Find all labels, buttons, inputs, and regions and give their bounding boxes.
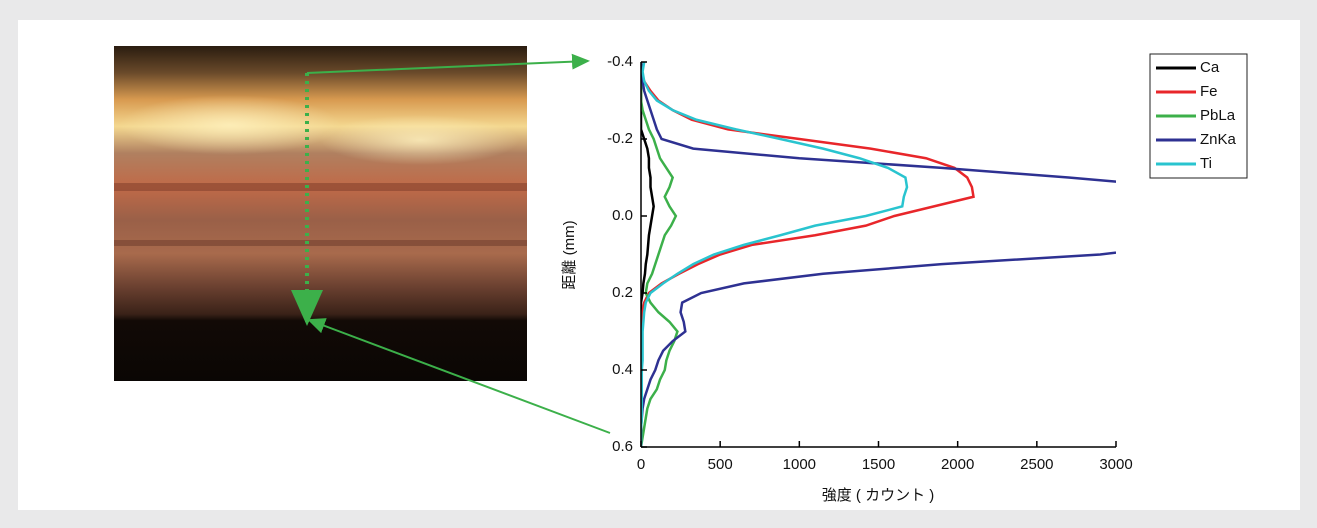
- legend-label: PbLa: [1200, 107, 1236, 124]
- legend-label: ZnKa: [1200, 131, 1237, 148]
- y-tick-label: -0.4: [607, 53, 633, 70]
- x-tick-label: 1000: [783, 456, 816, 473]
- x-tick-label: 0: [637, 456, 645, 473]
- legend-label: Ti: [1200, 155, 1212, 172]
- y-tick-label: 0.6: [612, 438, 633, 455]
- x-tick-label: 2500: [1020, 456, 1053, 473]
- x-tick-label: 1500: [862, 456, 895, 473]
- y-tick-label: 0.4: [612, 361, 633, 378]
- y-tick-label: -0.2: [607, 130, 633, 147]
- x-tick-label: 2000: [941, 456, 974, 473]
- plot-area: [641, 62, 1116, 447]
- series-line: [641, 62, 655, 447]
- y-tick-label: 0.2: [612, 284, 633, 301]
- series-line: [641, 62, 975, 447]
- legend-label: Ca: [1200, 59, 1220, 76]
- arrows: [291, 53, 611, 434]
- x-tick-label: 3000: [1099, 456, 1132, 473]
- y-tick-label: 0.0: [612, 207, 633, 224]
- x-tick-label: 500: [708, 456, 733, 473]
- series-line: [641, 62, 909, 447]
- legend-label: Fe: [1200, 83, 1218, 100]
- series-line: [641, 62, 1116, 447]
- y-axis-label: 距離 (mm): [560, 220, 578, 289]
- series-line: [641, 62, 679, 447]
- x-axis-label: 強度 ( カウント ): [822, 487, 935, 504]
- photo: [114, 46, 527, 381]
